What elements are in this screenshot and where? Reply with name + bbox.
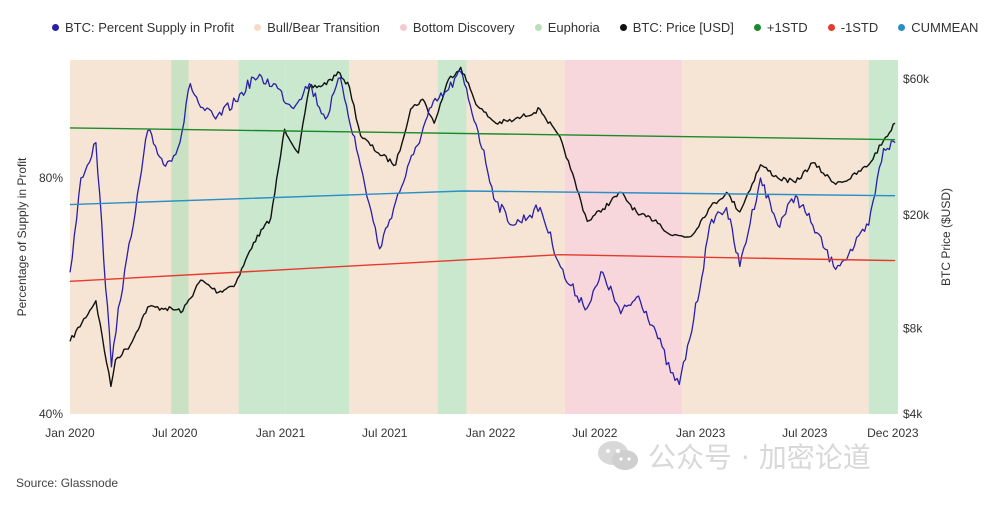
- chart-legend: BTC: Percent Supply in Profit Bull/Bear T…: [52, 20, 978, 35]
- y-right-tick-label: $60k: [903, 72, 930, 86]
- x-tick-label: Jul 2020: [152, 426, 198, 440]
- legend-item: +1STD: [753, 20, 808, 35]
- y-right-tick-label: $4k: [903, 407, 923, 421]
- x-tick-label: Jul 2021: [362, 426, 408, 440]
- legend-label: Euphoria: [547, 20, 600, 35]
- legend-swatch: [827, 24, 835, 31]
- legend-swatch: [399, 24, 407, 31]
- legend-swatch: [254, 24, 262, 31]
- legend-swatch: [52, 24, 59, 31]
- series-line: [69, 127, 896, 141]
- x-tick-label: Jul 2023: [782, 426, 828, 440]
- series-line: [69, 254, 896, 282]
- phase-region: [238, 60, 286, 414]
- legend-swatch: [898, 24, 906, 31]
- legend-item: Euphoria: [534, 20, 600, 35]
- series-line: [69, 66, 896, 388]
- legend-swatch: [619, 24, 627, 31]
- y-right-tick-label: $8k: [903, 321, 923, 335]
- phase-region: [285, 60, 350, 414]
- legend-item: BTC: Price [USD]: [619, 20, 734, 35]
- legend-swatch: [534, 24, 542, 31]
- legend-label: CUMMEAN: [911, 20, 979, 35]
- x-tick-label: Jan 2020: [45, 426, 95, 440]
- source-note: Source: Glassnode: [16, 476, 119, 490]
- x-tick-label: Dec 2023: [867, 426, 919, 440]
- y-left-axis-title: Percentage of Supply in Profit: [15, 157, 29, 316]
- phase-region: [171, 60, 189, 414]
- legend-item: BTC: Percent Supply in Profit: [52, 20, 234, 35]
- legend-item: Bottom Discovery: [399, 20, 515, 35]
- x-tick-label: Jul 2022: [572, 426, 618, 440]
- x-tick-label: Jan 2021: [256, 426, 306, 440]
- phase-region: [437, 60, 467, 414]
- legend-label: BTC: Price [USD]: [632, 20, 734, 35]
- phase-region: [868, 60, 898, 414]
- legend-item: Bull/Bear Transition: [254, 20, 380, 35]
- watermark: 公众号 · 加密论道: [596, 436, 871, 476]
- legend-label: +1STD: [766, 20, 808, 35]
- phase-region: [564, 60, 683, 414]
- legend-label: BTC: Percent Supply in Profit: [65, 20, 235, 35]
- legend-label: -1STD: [840, 20, 879, 35]
- y-left-tick-label: 80%: [39, 171, 63, 185]
- phase-region: [682, 60, 869, 414]
- legend-label: Bull/Bear Transition: [267, 20, 380, 35]
- phase-region: [466, 60, 565, 414]
- phase-region: [70, 60, 239, 414]
- phase-region: [349, 60, 438, 414]
- legend-item: CUMMEAN: [898, 20, 978, 35]
- legend-item: -1STD: [827, 20, 879, 35]
- x-tick-label: Jan 2022: [466, 426, 516, 440]
- legend-label: Bottom Discovery: [412, 20, 515, 35]
- series-line: [69, 69, 896, 386]
- y-right-tick-label: $20k: [903, 208, 930, 222]
- wechat-icon: [598, 441, 638, 470]
- y-left-tick-label: 40%: [39, 407, 63, 421]
- legend-swatch: [753, 24, 761, 31]
- x-tick-label: Jan 2023: [676, 426, 726, 440]
- y-right-axis-title: BTC Price ($USD): [939, 188, 953, 286]
- series-line: [69, 190, 896, 206]
- watermark-text: 公众号 · 加密论道: [648, 441, 871, 474]
